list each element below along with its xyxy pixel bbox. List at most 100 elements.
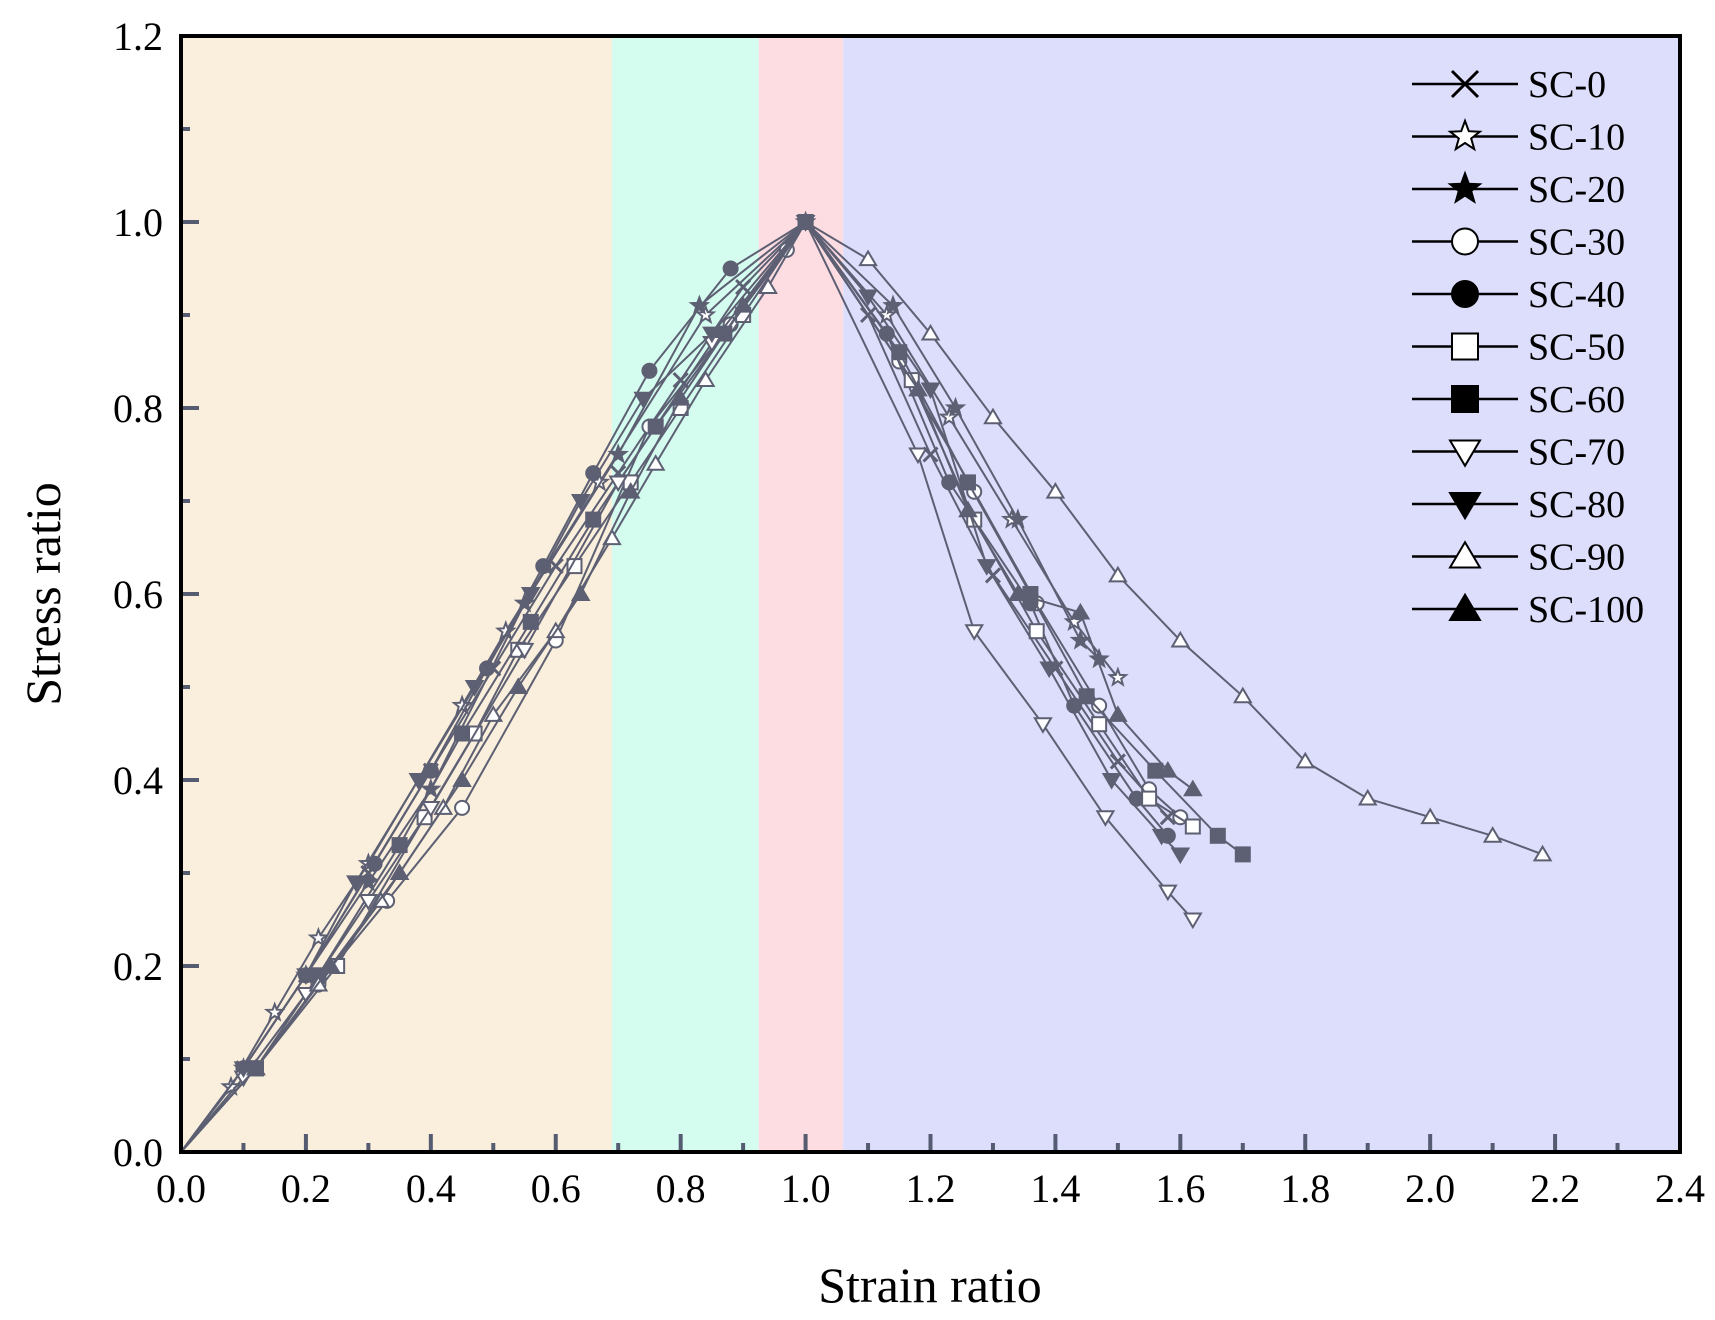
- x-tick-label: 1.4: [1030, 1166, 1080, 1211]
- point-SC-100-14: [1070, 602, 1091, 620]
- point-SC-10-14: [1107, 666, 1129, 687]
- point-SC-90-13: [920, 323, 941, 341]
- legend-marker-SC-60: [1451, 385, 1479, 413]
- point-SC-90-19: [1295, 751, 1316, 769]
- point-SC-100-16: [1158, 761, 1178, 778]
- point-SC-70-11: [1033, 717, 1053, 734]
- x-tick-label: 2.4: [1655, 1166, 1705, 1211]
- tick-labels: 0.0 0.2 0.4 0.6 0.8 1.0 1.2 1.4 1.6 1.8 2.0 2.2 2.4 0…: [113, 14, 1705, 1211]
- legend-label: SC-100: [1528, 589, 1644, 631]
- point-SC-20-6: [607, 443, 629, 464]
- point-SC-70-4: [421, 800, 441, 818]
- point-SC-70-5: [514, 642, 535, 660]
- region-3: [843, 36, 1680, 1152]
- point-SC-60-5: [522, 613, 539, 630]
- point-SC-10-3: [307, 926, 330, 948]
- point-SC-40-8: [641, 362, 658, 379]
- point-SC-30-4: [454, 799, 471, 816]
- point-SC-100-17: [1183, 779, 1203, 797]
- legend-label: SC-0: [1528, 64, 1606, 106]
- legend: SC-0 SC-10 SC-20 SC-30 SC-40 SC-50 SC-60 SC-70 S…: [1412, 64, 1644, 631]
- point-SC-60-13: [1078, 688, 1095, 705]
- legend-item-SC-90: SC-90: [1412, 537, 1625, 579]
- legend-item-SC-10: SC-10: [1412, 117, 1625, 159]
- point-SC-80-13: [976, 559, 997, 576]
- point-SC-50-14: [1091, 716, 1108, 733]
- point-SC-80-7: [570, 494, 591, 511]
- x-tick-label: 0.2: [281, 1166, 331, 1211]
- point-SC-40-9: [722, 260, 739, 277]
- x-tick-label: 1.0: [781, 1166, 831, 1211]
- point-SC-70-12: [1095, 810, 1116, 827]
- region-0: [181, 36, 612, 1152]
- point-SC-10-2: [263, 1001, 286, 1022]
- legend-item-SC-20: SC-20: [1412, 169, 1625, 211]
- point-SC-50-15: [1141, 790, 1158, 807]
- legend-marker-SC-70: [1448, 439, 1482, 468]
- legend-label: SC-80: [1528, 484, 1625, 526]
- point-SC-90-16: [1108, 565, 1128, 583]
- point-SC-100-8: [670, 389, 691, 406]
- legend-marker-SC-40: [1451, 280, 1479, 308]
- point-SC-100-9: [733, 296, 753, 313]
- point-SC-60-11: [959, 474, 976, 491]
- point-SC-70-9: [908, 447, 928, 465]
- point-SC-50-13: [1028, 623, 1045, 640]
- point-SC-30-13: [1091, 697, 1108, 714]
- legend-label: SC-40: [1528, 274, 1625, 316]
- point-SC-80-5: [464, 680, 485, 697]
- point-SC-60-10: [891, 344, 908, 361]
- point-SC-80-12: [920, 382, 941, 400]
- point-SC-100-11: [908, 379, 928, 397]
- series-line-SC-80: [180, 220, 1182, 1153]
- legend-marker-SC-10: [1447, 118, 1483, 152]
- point-SC-20-10: [944, 396, 967, 418]
- point-SC-80-9: [702, 326, 722, 344]
- x-tick-label: 0.4: [406, 1166, 456, 1211]
- point-SC-100-15: [1108, 705, 1128, 722]
- x-tick-label: 2.2: [1530, 1166, 1580, 1211]
- region-2: [758, 36, 844, 1152]
- point-SC-90-14: [983, 407, 1003, 425]
- legend-marker-SC-20: [1447, 170, 1483, 204]
- point-SC-0-15: [1109, 753, 1126, 770]
- point-SC-60-4: [454, 725, 471, 742]
- point-SC-80-11: [858, 289, 878, 307]
- point-SC-100-12: [958, 500, 978, 518]
- y-tick-label: 0.2: [113, 944, 163, 989]
- point-SC-100-10: [795, 212, 816, 229]
- legend-label: SC-30: [1528, 222, 1625, 264]
- point-SC-80-16: [1151, 828, 1172, 846]
- point-SC-80-17: [1170, 847, 1191, 865]
- legend-marker-SC-0: [1450, 69, 1480, 99]
- x-tick-label: 1.8: [1280, 1166, 1330, 1211]
- legend-marker-SC-50: [1451, 332, 1479, 361]
- point-SC-100-5: [508, 677, 529, 694]
- point-SC-80-6: [520, 587, 541, 604]
- point-SC-100-4: [452, 770, 472, 787]
- legend-item-SC-80: SC-80: [1412, 484, 1625, 526]
- point-SC-90-8: [645, 454, 666, 471]
- x-tick-label: 1.2: [906, 1166, 956, 1211]
- point-SC-90-22: [1482, 826, 1503, 843]
- point-SC-80-1: [233, 1061, 254, 1078]
- legend-label: SC-70: [1528, 432, 1625, 474]
- region-1: [611, 36, 759, 1152]
- point-SC-90-21: [1420, 807, 1440, 825]
- legend-marker-SC-100: [1448, 592, 1482, 622]
- point-SC-100-1: [246, 1058, 266, 1076]
- y-tick-label: 0.6: [113, 572, 163, 617]
- point-SC-100-2: [321, 956, 341, 973]
- y-axis-title: Stress ratio: [15, 482, 71, 706]
- point-SC-80-14: [1039, 661, 1059, 679]
- series-SC-100: [180, 212, 1203, 1153]
- x-tick-label: 0.8: [656, 1166, 706, 1211]
- point-SC-60-15: [1209, 827, 1226, 844]
- point-SC-90-5: [483, 705, 504, 722]
- legend-item-SC-0: SC-0: [1412, 64, 1606, 106]
- y-tick-label: 0.8: [113, 386, 163, 431]
- point-SC-50-16: [1184, 818, 1201, 835]
- legend-item-SC-70: SC-70: [1412, 432, 1625, 474]
- point-SC-0-8: [672, 372, 689, 389]
- legend-label: SC-90: [1528, 537, 1625, 579]
